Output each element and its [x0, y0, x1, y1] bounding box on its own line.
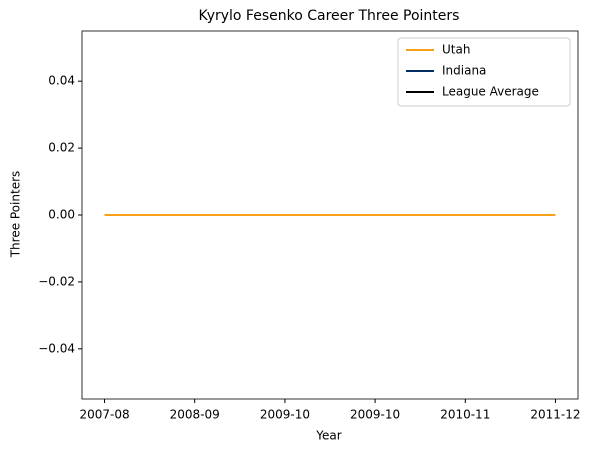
x-tick-label: 2011-12 [530, 408, 580, 422]
chart-title: Kyrylo Fesenko Career Three Pointers [199, 8, 460, 24]
x-tick-label: 2007-08 [79, 408, 129, 422]
y-tick-label: 0.00 [48, 208, 75, 222]
x-axis-label: Year [315, 429, 341, 443]
legend-label: Utah [442, 43, 470, 57]
x-tick-label: 2010-11 [440, 408, 490, 422]
legend-label: League Average [442, 85, 539, 99]
y-tick-label: −0.02 [38, 274, 75, 288]
y-tick-label: 0.02 [48, 141, 75, 155]
legend-box [397, 37, 571, 107]
y-tick-label: −0.04 [38, 341, 75, 355]
plot-frame [81, 30, 579, 400]
legend-label: Indiana [442, 64, 486, 78]
x-tick-label: 2009-10 [260, 408, 310, 422]
y-axis-label: Three Pointers [9, 171, 23, 259]
x-tick-label: 2009-10 [350, 408, 400, 422]
y-tick-label: 0.04 [48, 74, 75, 88]
x-tick-label: 2008-09 [170, 408, 220, 422]
